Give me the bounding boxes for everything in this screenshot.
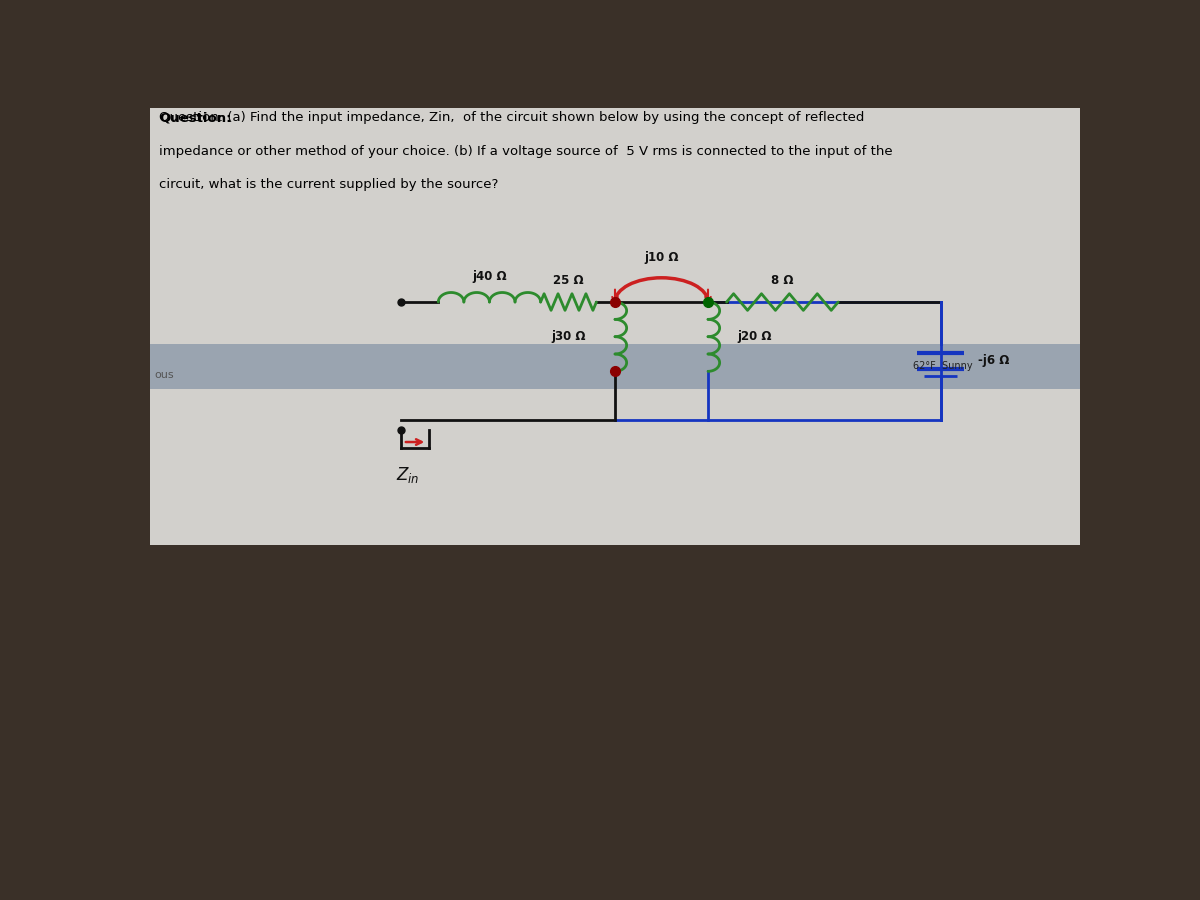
- Text: -j6 Ω: -j6 Ω: [978, 355, 1009, 367]
- Text: impedance or other method of your choice. (b) If a voltage source of  5 V rms is: impedance or other method of your choice…: [160, 145, 893, 158]
- Text: 62°F  Sunny: 62°F Sunny: [912, 361, 972, 371]
- Text: circuit, what is the current supplied by the source?: circuit, what is the current supplied by…: [160, 178, 499, 191]
- Text: ous: ous: [155, 370, 174, 380]
- Bar: [150, 108, 1080, 544]
- Text: Question: (a) Find the input impedance, Zin,  of the circuit shown below by usin: Question: (a) Find the input impedance, …: [160, 112, 865, 124]
- Text: 25 Ω: 25 Ω: [553, 274, 584, 287]
- Text: j20 Ω: j20 Ω: [737, 330, 772, 343]
- Text: j10 Ω: j10 Ω: [644, 251, 679, 264]
- Text: 8 Ω: 8 Ω: [772, 274, 793, 287]
- Text: j30 Ω: j30 Ω: [551, 330, 586, 343]
- Text: $Z_{in}$: $Z_{in}$: [396, 465, 420, 485]
- Text: j40 Ω: j40 Ω: [472, 270, 506, 283]
- Bar: [150, 344, 1080, 389]
- Text: Question:: Question:: [160, 112, 232, 124]
